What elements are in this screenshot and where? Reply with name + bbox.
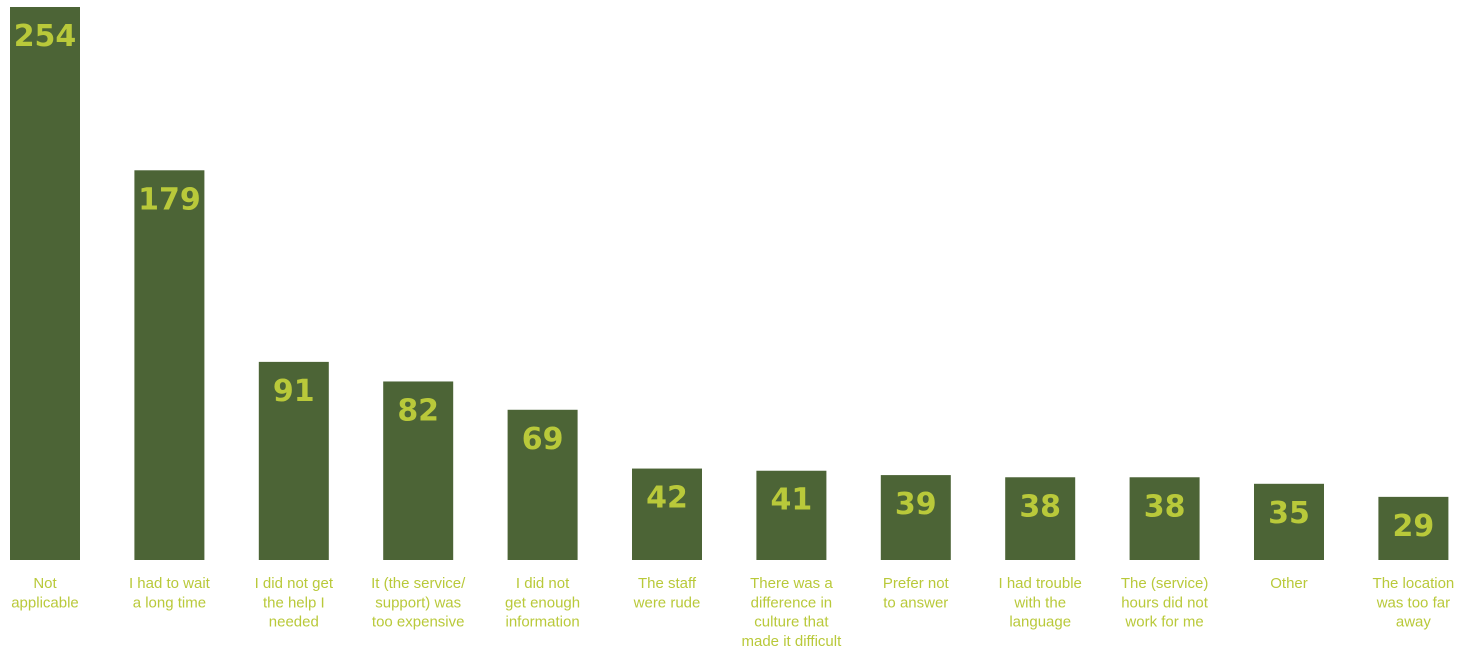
category-label-line: The location <box>1373 575 1455 592</box>
category-label-line: work for me <box>1124 614 1203 631</box>
category-label-line: I did not get <box>255 575 334 592</box>
category-label: Prefer not to answer <box>883 575 950 611</box>
category-label-line: Other <box>1270 575 1308 592</box>
category-label-line: culture that <box>754 614 829 631</box>
bars-group <box>10 7 1449 560</box>
category-label-line: get enough <box>505 594 580 611</box>
category-label-line: difference in <box>751 594 832 611</box>
category-label-line: with the <box>1013 594 1066 611</box>
bar <box>756 470 827 560</box>
bar-value-label: 38 <box>1019 489 1061 524</box>
category-label: There was a difference in culture that made… <box>742 575 843 646</box>
category-label-line: the help I <box>263 594 325 611</box>
category-label: The staff were rude <box>633 575 701 611</box>
category-label-line: away <box>1396 614 1432 631</box>
bar <box>507 409 578 560</box>
category-label-line: made it difficult <box>742 633 843 646</box>
category-label-line: Not <box>33 575 57 592</box>
category-label-line: needed <box>269 614 319 631</box>
category-label-line: support) was <box>375 594 461 611</box>
bar-value-label: 35 <box>1268 496 1310 531</box>
bar-value-label: 254 <box>14 19 77 54</box>
bar-value-label: 42 <box>646 481 688 516</box>
category-labels-group: Not applicable I had to wait a long time I d… <box>11 575 1454 646</box>
category-label-line: too expensive <box>372 614 465 631</box>
category-label: Other <box>1270 575 1308 592</box>
bar <box>134 170 205 560</box>
bar-value-label: 38 <box>1144 489 1186 524</box>
category-label: I had to wait a long time <box>129 575 211 611</box>
bar <box>632 468 702 560</box>
category-label-line: I did not <box>516 575 570 592</box>
bar-value-label: 91 <box>273 374 315 409</box>
category-label-line: The staff <box>638 575 697 592</box>
bar-value-label: 82 <box>397 393 439 428</box>
category-label-line: The (service) <box>1121 575 1209 592</box>
bar-value-label: 69 <box>522 422 564 457</box>
bar-value-label: 179 <box>138 182 201 217</box>
bar <box>10 7 80 560</box>
category-label-line: hours did not <box>1121 594 1209 611</box>
bar <box>1254 483 1324 560</box>
category-label: I did not get enough information <box>505 575 580 631</box>
bar <box>383 381 454 560</box>
bar-value-label: 39 <box>895 487 937 522</box>
bar <box>1129 477 1200 560</box>
bar <box>1378 496 1449 560</box>
category-label-line: were rude <box>633 594 701 611</box>
category-label-line: I had trouble <box>998 575 1081 592</box>
bar <box>1005 477 1076 560</box>
category-label: I did not get the help I needed <box>255 575 334 631</box>
category-label: It (the service/support) was too expensiv… <box>371 575 466 631</box>
category-label-line: language <box>1009 614 1071 631</box>
category-label-line: was too far <box>1376 594 1450 611</box>
bar <box>258 361 329 560</box>
category-label: The location was too far away <box>1373 575 1455 631</box>
bar <box>880 475 951 560</box>
category-label-line: There was a <box>750 575 833 592</box>
bar-value-label: 29 <box>1393 509 1435 544</box>
category-label-line: applicable <box>11 594 79 611</box>
category-label-line: to answer <box>883 594 948 611</box>
category-label: I had trouble with the language <box>998 575 1081 631</box>
category-label-line: I had to wait <box>129 575 211 592</box>
category-label: The (service) hours did not work for me <box>1121 575 1209 631</box>
category-label-line: a long time <box>133 594 206 611</box>
category-label-line: It (the service/ <box>371 575 466 592</box>
category-label-line: Prefer not <box>883 575 950 592</box>
value-labels-group: 254 179 91 82 69 42 41 39 38 38 35 29 <box>14 19 1435 544</box>
category-label-line: information <box>505 614 579 631</box>
bar-value-label: 41 <box>771 483 813 518</box>
category-label: Not applicable <box>11 575 79 611</box>
